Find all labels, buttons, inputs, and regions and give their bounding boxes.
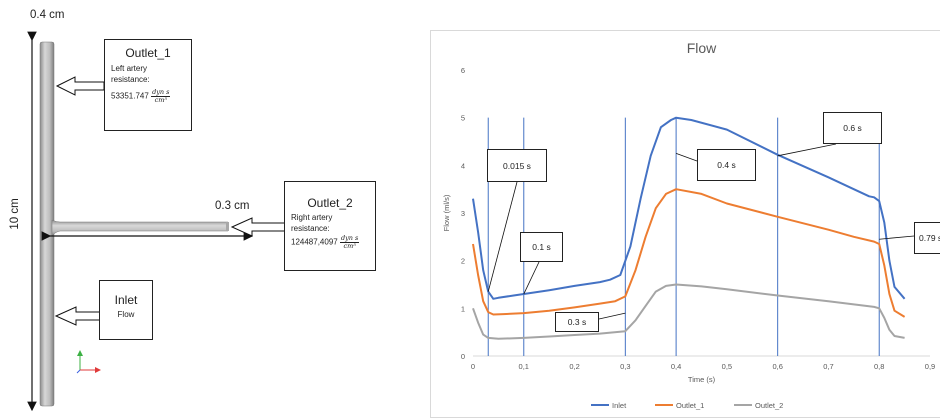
annotation-label: 0.6 s — [823, 112, 882, 144]
outlet2-value-row: 124487,4097 dyn s cm⁵ — [291, 235, 375, 250]
inlet-box: Inlet Flow — [99, 280, 153, 340]
outlet1-line2: resistance: — [111, 74, 191, 85]
outlet2-unit-den: cm⁵ — [340, 243, 359, 250]
branch-artery — [52, 220, 228, 236]
annotation-label: 0.3 s — [555, 312, 599, 332]
outlet2-box: Outlet_2 Right artery resistance: 124487… — [284, 181, 376, 271]
annotation-label: 0.79 s — [914, 222, 940, 254]
outlet1-callout-arrow — [57, 77, 104, 95]
outlet1-line1: Left artery — [111, 63, 191, 74]
outlet1-value-row: 53351.747 dyn s cm⁵ — [111, 89, 191, 104]
geometry-diagram: 0.4 cm 10 cm 0.3 cm Outlet_1 Left artery… — [0, 0, 420, 418]
inlet-subtitle: Flow — [100, 310, 152, 319]
annotation-label: 0.1 s — [520, 232, 563, 262]
outlet1-box: Outlet_1 Left artery resistance: 53351.7… — [104, 39, 192, 131]
outlet1-unit: dyn s cm⁵ — [151, 89, 170, 104]
flow-chart-panel: Flow 0 0,1 0,2 0,3 0,4 0,5 0,6 0,7 0,8 0,9 0 1 2 3 4 5 6 T… — [430, 30, 940, 418]
length-label: 10 cm — [9, 189, 21, 239]
inlet-callout-arrow — [56, 307, 100, 325]
outlet2-resistance-value: 124487,4097 — [291, 238, 338, 247]
inlet-title: Inlet — [100, 293, 152, 307]
axes-icon — [77, 350, 101, 373]
annotation-label: 0.015 s — [487, 149, 547, 182]
outlet2-line1: Right artery — [291, 212, 375, 223]
outlet1-unit-den: cm⁵ — [151, 97, 170, 104]
outlet1-resistance-value: 53351.747 — [111, 92, 149, 101]
outlet2-unit: dyn s cm⁵ — [340, 235, 359, 250]
annotation-label: 0.4 s — [697, 149, 756, 181]
outlet2-callout-arrow — [232, 218, 285, 236]
width-top-label: 0.4 cm — [30, 9, 65, 21]
outlet2-title: Outlet_2 — [285, 196, 375, 210]
chart-annotations: 0.015 s 0.1 s 0.3 s 0.4 s 0.6 s 0.79 s — [431, 31, 940, 419]
outlet2-line2: resistance: — [291, 223, 375, 234]
outlet1-title: Outlet_1 — [105, 46, 191, 60]
branch-width-label: 0.3 cm — [215, 200, 250, 212]
